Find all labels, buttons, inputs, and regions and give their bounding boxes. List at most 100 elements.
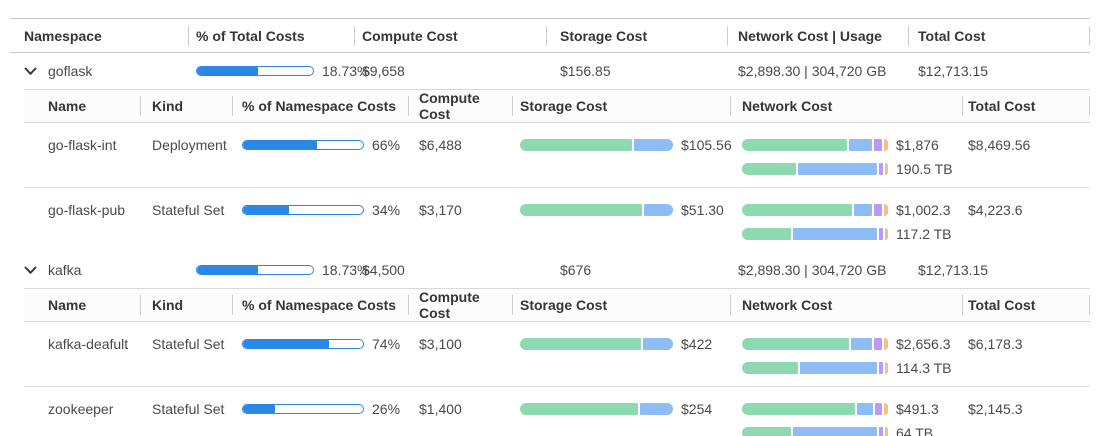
storage-bar [520, 139, 673, 151]
workload-row[interactable]: go-flask-pub Stateful Set 34% $3,170 $51… [24, 187, 1090, 252]
workload-pct-cell: 66% [232, 135, 408, 155]
workload-compute-cost: $3,170 [419, 202, 462, 218]
network-usage-label: 64 TB [896, 425, 934, 436]
storage-cost-label: $51.30 [681, 202, 724, 218]
header-wl-name-label: Name [48, 297, 87, 313]
namespace-name-cell: kafka [10, 262, 188, 278]
green-bar-segment [742, 427, 791, 436]
namespace-block: kafka 18.73% $4,500 $676 $2,898.30 | 304… [10, 252, 1090, 436]
namespace-pct-bar [196, 66, 314, 76]
namespace-network-cost-usage: $2,898.30 | 304,720 GB [738, 262, 887, 278]
header-wl-total-label: Total Cost [968, 98, 1036, 114]
header-wl-storage-label: Storage Cost [520, 297, 608, 313]
workload-pct-bar [242, 339, 364, 349]
green-bar-segment [520, 204, 643, 216]
workload-network-cell: $1,002.3 117.2 TB [730, 200, 962, 244]
workload-total-cost: $2,145.3 [968, 401, 1023, 417]
network-usage-bar [742, 228, 888, 240]
workload-rows: kafka-deafult Stateful Set 74% $3,100 $4… [24, 322, 1090, 436]
header-wl-name: Name [24, 90, 140, 122]
orange-bar-segment [883, 403, 888, 415]
workload-storage-cell: $254 [512, 399, 730, 419]
workload-row[interactable]: kafka-deafult Stateful Set 74% $3,100 $4… [24, 322, 1090, 386]
workload-kind: Stateful Set [152, 336, 225, 352]
storage-bar [520, 204, 673, 216]
orange-bar-segment [883, 204, 888, 216]
orange-bar-segment [883, 139, 888, 151]
purple-bar-segment [874, 204, 882, 216]
workload-row[interactable]: zookeeper Stateful Set 26% $1,400 $254 $… [24, 386, 1090, 436]
wl-pct-bar-fill [243, 141, 318, 149]
wl-pct-bar-fill [243, 206, 289, 214]
header-wl-compute: Compute Cost [408, 90, 512, 122]
purple-bar-segment [878, 427, 884, 436]
blue-bar-segment [639, 403, 673, 415]
workload-compute-cost: $6,488 [419, 137, 462, 153]
blue-bar-segment [856, 403, 873, 415]
namespace-compute-cost: $9,658 [362, 63, 405, 79]
namespace-storage-cost: $676 [560, 262, 592, 278]
namespace-name-cell: goflask [10, 63, 188, 79]
workload-row[interactable]: go-flask-int Deployment 66% $6,488 $105.… [24, 123, 1090, 187]
inner-header-row: Name Kind % of Namespace Costs Compute C… [24, 289, 1090, 322]
chevron-down-icon[interactable] [24, 266, 37, 275]
network-usage-line: 64 TB [742, 423, 962, 436]
purple-bar-segment [878, 228, 884, 240]
green-bar-segment [742, 338, 849, 350]
namespace-pct-cell: 18.73% [188, 61, 369, 81]
purple-bar-segment [874, 139, 882, 151]
table-body: goflask 18.73% $9,658 $156.85 $2,898.30 … [10, 53, 1090, 436]
green-bar-segment [742, 362, 798, 374]
header-wl-kind: Kind [140, 289, 232, 321]
header-wl-pct-ns-label: % of Namespace Costs [242, 98, 397, 114]
header-total-cost-label: Total Cost [918, 27, 986, 44]
orange-bar-segment [883, 338, 888, 350]
namespace-pct-label: 18.73% [322, 63, 370, 79]
workload-pct-label: 34% [372, 202, 401, 218]
workload-network-cell: $2,656.3 114.3 TB [730, 334, 962, 378]
workload-pct-label: 26% [372, 401, 401, 417]
header-wl-kind: Kind [140, 90, 232, 122]
purple-bar-segment [878, 163, 884, 175]
namespace-row[interactable]: kafka 18.73% $4,500 $676 $2,898.30 | 304… [10, 252, 1090, 288]
chevron-down-icon[interactable] [24, 67, 37, 76]
header-compute-cost: Compute Cost [354, 19, 546, 52]
blue-bar-segment [642, 338, 673, 350]
ns-pct-bar-fill [197, 266, 259, 274]
ns-pct-bar-fill [197, 67, 259, 75]
workload-pct-bar [242, 404, 364, 414]
workload-pct-cell: 74% [232, 334, 408, 354]
workload-name: go-flask-pub [48, 202, 126, 218]
namespace-total-cost: $12,713.15 [918, 63, 989, 79]
workload-pct-bar [242, 140, 364, 150]
header-pct-total: % of Total Costs [188, 19, 354, 52]
header-wl-total: Total Cost [962, 289, 1090, 321]
purple-bar-segment [874, 403, 882, 415]
workload-table: Name Kind % of Namespace Costs Compute C… [24, 89, 1090, 252]
header-wl-network-label: Network Cost [742, 297, 833, 313]
green-bar-segment [520, 139, 632, 151]
namespace-row[interactable]: goflask 18.73% $9,658 $156.85 $2,898.30 … [10, 53, 1090, 89]
green-bar-segment [742, 228, 791, 240]
header-wl-total-label: Total Cost [968, 297, 1036, 313]
purple-bar-segment [878, 362, 884, 374]
header-compute-cost-label: Compute Cost [362, 27, 458, 44]
workload-kind: Stateful Set [152, 202, 225, 218]
header-wl-compute-label: Compute Cost [419, 289, 480, 321]
storage-bar [520, 338, 673, 350]
blue-bar-segment [633, 139, 673, 151]
network-usage-line: 190.5 TB [742, 159, 962, 179]
blue-bar-segment [798, 163, 877, 175]
inner-header-row: Name Kind % of Namespace Costs Compute C… [24, 90, 1090, 123]
workload-storage-cell: $422 [512, 334, 730, 354]
network-cost-label: $1,876 [896, 137, 939, 153]
header-wl-storage: Storage Cost [512, 289, 730, 321]
header-wl-kind-label: Kind [152, 98, 184, 114]
header-wl-compute-label: Compute Cost [419, 90, 480, 122]
green-bar-segment [520, 403, 638, 415]
green-bar-segment [742, 163, 797, 175]
network-cost-line: $491.3 [742, 399, 962, 419]
header-wl-network-label: Network Cost [742, 98, 833, 114]
green-bar-segment [742, 403, 855, 415]
namespace-cost-table: Namespace % of Total Costs Compute Cost … [10, 18, 1090, 436]
